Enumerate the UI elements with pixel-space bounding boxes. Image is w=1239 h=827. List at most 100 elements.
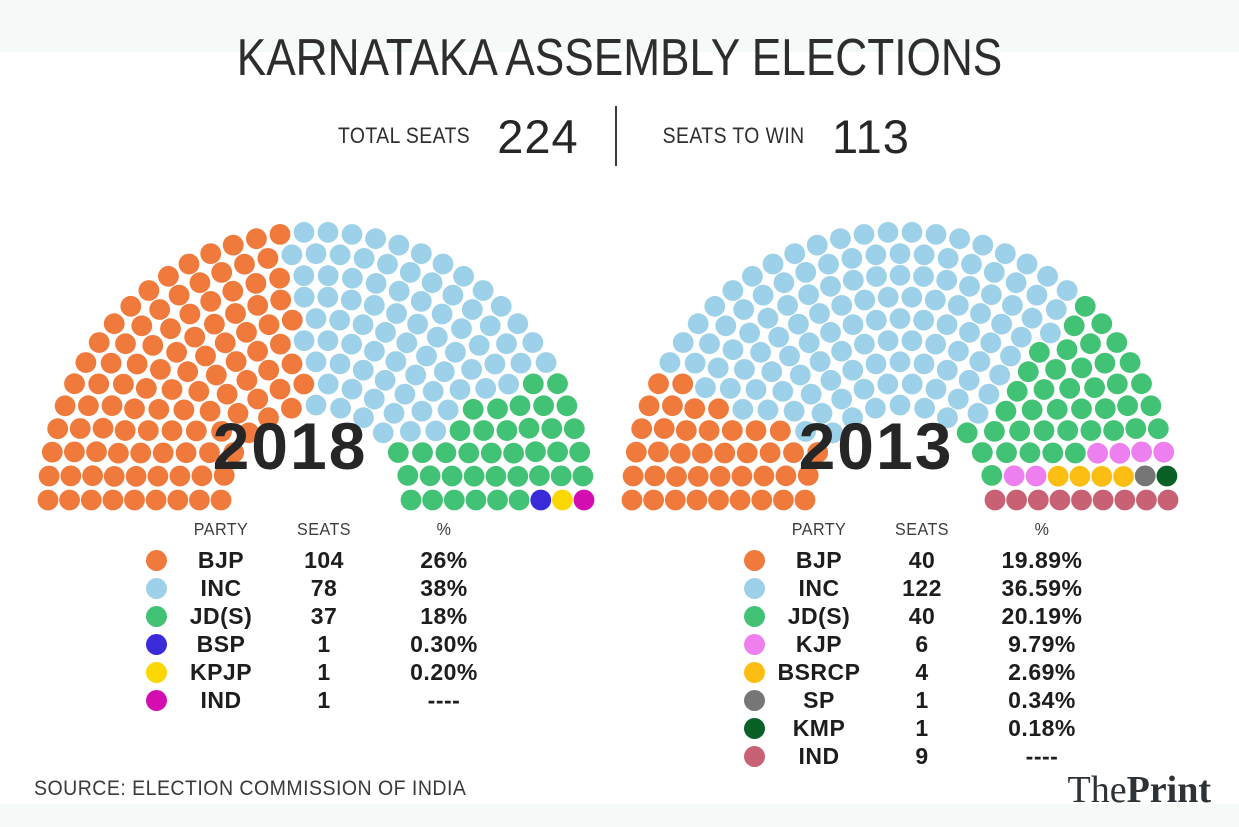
seat-dot bbox=[853, 378, 875, 400]
seat-dot bbox=[664, 489, 686, 511]
seat-dot bbox=[959, 275, 980, 297]
seat-dot bbox=[1002, 295, 1023, 316]
party-seats: 4 bbox=[915, 659, 929, 685]
legend-row-bsp: BSP 1 0.30% bbox=[138, 630, 508, 658]
seat-dot bbox=[1056, 339, 1078, 360]
seat-dot bbox=[317, 265, 339, 286]
party-seats: 6 bbox=[915, 631, 929, 657]
seat-dot bbox=[270, 333, 291, 355]
party-seats: 1 bbox=[317, 687, 331, 713]
seat-dot bbox=[831, 388, 853, 410]
seat-dot bbox=[352, 359, 374, 381]
seat-dot bbox=[458, 442, 480, 464]
seat-dot bbox=[1117, 395, 1138, 417]
seat-dot bbox=[731, 465, 753, 487]
seat-dot bbox=[768, 326, 790, 348]
seat-dot bbox=[100, 352, 122, 374]
seat-dot bbox=[936, 314, 958, 336]
seat-dot bbox=[1106, 373, 1128, 395]
seat-dot bbox=[225, 351, 247, 372]
seat-dot bbox=[518, 417, 540, 439]
seat-dot bbox=[956, 422, 978, 444]
seat-dot bbox=[394, 383, 416, 405]
seat-dot bbox=[1084, 377, 1105, 398]
seat-dot bbox=[213, 465, 235, 486]
page-title: KARNATAKA ASSEMBLY ELECTIONS bbox=[236, 29, 1003, 87]
seat-dot bbox=[704, 295, 726, 317]
seat-dot bbox=[234, 253, 255, 275]
seat-dot bbox=[980, 332, 1002, 354]
seat-dot bbox=[547, 373, 568, 395]
seat-dot bbox=[161, 420, 183, 441]
seat-dot bbox=[184, 326, 206, 348]
seat-dot bbox=[1040, 322, 1061, 344]
seat-dot bbox=[666, 466, 687, 487]
seat-dot bbox=[865, 309, 887, 331]
seat-dot bbox=[1094, 398, 1116, 419]
party-seats: 1 bbox=[317, 659, 331, 685]
seat-dot bbox=[1016, 253, 1038, 275]
seat-dot bbox=[269, 267, 290, 289]
seat-dot bbox=[54, 395, 76, 417]
party-name: KPJP bbox=[189, 659, 253, 685]
seat-dot bbox=[707, 357, 729, 379]
seat-dot bbox=[340, 289, 362, 311]
party-name: IND bbox=[798, 743, 840, 769]
legend-swatch-cell bbox=[736, 658, 772, 686]
seat-dot bbox=[984, 489, 1006, 511]
seat-dot bbox=[1156, 465, 1178, 487]
seat-dot bbox=[211, 262, 233, 283]
seat-dot bbox=[684, 398, 706, 419]
seat-dot bbox=[305, 394, 327, 416]
seat-dot bbox=[967, 402, 989, 424]
legend-row-jds: JD(S) 37 18% bbox=[138, 602, 508, 630]
seat-dot bbox=[37, 489, 59, 511]
seat-dot bbox=[889, 308, 911, 329]
seat-dot bbox=[948, 340, 969, 362]
seat-dot bbox=[204, 313, 225, 335]
seat-dot bbox=[762, 253, 784, 275]
seat-dot bbox=[329, 309, 351, 331]
seat-dot bbox=[126, 353, 148, 375]
logo-the: The bbox=[1067, 769, 1127, 811]
seat-dot bbox=[783, 442, 804, 463]
party-seats: 78 bbox=[310, 575, 338, 601]
seat-dot bbox=[169, 465, 191, 487]
seat-dot bbox=[653, 418, 675, 439]
seat-dot bbox=[1045, 299, 1067, 320]
seat-dot bbox=[352, 314, 374, 336]
seat-dot bbox=[247, 295, 269, 316]
legend-row-bjp: BJP 104 26% bbox=[138, 546, 508, 574]
party-seats: 1 bbox=[317, 631, 331, 657]
seats-to-win-stat: SEATS TO WIN 113 bbox=[653, 109, 910, 164]
seat-dot bbox=[410, 243, 432, 264]
seat-dot bbox=[375, 321, 396, 343]
seat-dot bbox=[1091, 313, 1113, 335]
seat-dot bbox=[75, 352, 97, 373]
seat-dot bbox=[795, 262, 817, 283]
legend-row-bsrcp: BSRCP 4 2.69% bbox=[736, 658, 1106, 686]
seat-dot bbox=[69, 418, 91, 439]
seat-dot bbox=[166, 341, 188, 363]
seat-dot bbox=[638, 395, 660, 417]
party-seats: 40 bbox=[908, 603, 936, 629]
seat-dot bbox=[742, 265, 763, 287]
party-seats: 40 bbox=[908, 547, 936, 573]
party-color-swatch bbox=[743, 605, 765, 627]
seat-dot bbox=[736, 442, 758, 464]
seat-dot bbox=[293, 286, 315, 308]
seat-dot bbox=[961, 253, 982, 275]
seat-dot bbox=[195, 345, 216, 367]
seat-dot bbox=[305, 308, 327, 329]
logo-print: Print bbox=[1126, 769, 1211, 811]
seat-dot bbox=[659, 352, 681, 373]
seat-dot bbox=[227, 402, 249, 424]
seat-dot bbox=[293, 265, 315, 286]
source-credit: SOURCE: ELECTION COMMISSION OF INDIA bbox=[34, 777, 467, 800]
party-name: BJP bbox=[795, 547, 843, 573]
seat-dot bbox=[86, 441, 107, 463]
seat-dot bbox=[372, 422, 394, 444]
party-name: BSRCP bbox=[777, 659, 861, 685]
seat-dot bbox=[138, 280, 160, 301]
seat-dot bbox=[1009, 420, 1031, 442]
